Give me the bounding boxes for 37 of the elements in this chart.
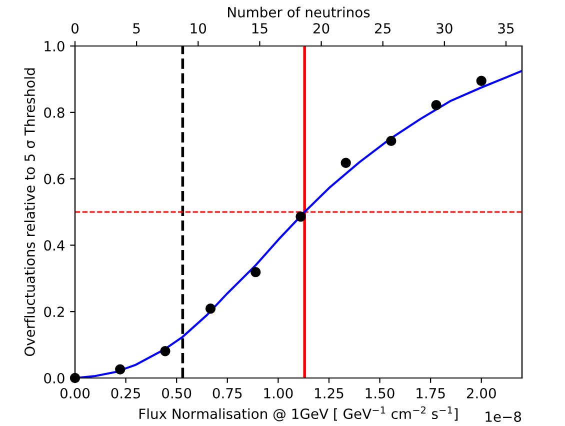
y-tick-label: 1.0 — [44, 40, 64, 52]
x-axis-title: Flux Normalisation @ 1GeV [ GeV$^{−1}$ cm$^{−2}$ s$^{−1}$] — [140, 406, 458, 422]
point — [340, 158, 351, 168]
x-tick-label: 1.75 — [416, 388, 445, 398]
point — [160, 346, 170, 356]
point — [70, 372, 80, 384]
x2-tick-label: 0 — [71, 23, 78, 34]
x-tick-label: 0.25 — [111, 388, 140, 398]
x-tick-label: 0.75 — [212, 388, 242, 398]
point — [476, 76, 486, 86]
point — [296, 212, 306, 222]
point — [250, 267, 261, 278]
point — [386, 136, 396, 146]
x-tick-label: 0.50 — [162, 388, 192, 398]
y-tick-label: 0.6 — [44, 174, 64, 184]
x-tick-label: 1.50 — [366, 388, 394, 398]
x-tick-label: 2.00 — [466, 388, 496, 398]
x2-tick-label: 30 — [436, 23, 452, 34]
x-tick-label: 1.00 — [264, 388, 293, 398]
y-axis-title: Overfluctuations relative to 5 σ Threshold — [24, 68, 35, 356]
x2-tick-label: 25 — [375, 23, 390, 34]
point — [431, 100, 442, 110]
y-tick-label: 0.0 — [44, 372, 64, 384]
point — [205, 304, 216, 314]
x2-axis-title: Number of neutrinos — [228, 6, 370, 18]
y-tick-label: 0.4 — [44, 240, 64, 251]
x-tick-label: 0.00 — [60, 388, 90, 398]
point — [115, 364, 126, 374]
x2-tick-label: 20 — [313, 23, 330, 34]
x2-tick-label: 35 — [498, 23, 514, 34]
text: 1e−8 — [486, 411, 522, 422]
y-tick-label: 0.2 — [44, 306, 64, 318]
y-tick-label: 0.8 — [44, 107, 64, 118]
x2-tick-label: 15 — [252, 23, 268, 34]
x-tick-label: 1.25 — [315, 388, 344, 398]
x2-tick-label: 10 — [190, 23, 206, 34]
x2-tick-label: 5 — [133, 23, 140, 34]
